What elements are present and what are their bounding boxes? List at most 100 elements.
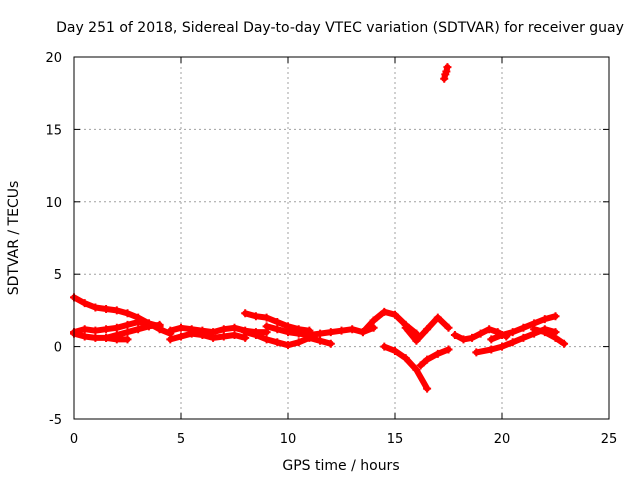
data-point [487,335,496,344]
y-tick-label: 15 [45,123,62,138]
data-point [487,345,496,354]
data-point [91,303,100,312]
data-point [540,328,549,337]
data-point [166,335,175,344]
data-point [241,328,250,337]
data-point [112,306,121,315]
data-point [112,323,121,332]
data-point [155,320,164,329]
data-point [305,331,314,340]
data-point [294,329,303,338]
data-point [209,333,218,342]
data-point [476,329,485,338]
data-point [401,354,410,363]
x-tick-label: 15 [387,432,404,447]
data-point [530,325,539,334]
data-point [134,317,143,326]
data-point [284,341,292,350]
data-point [433,349,442,358]
data-point [273,317,282,326]
data-point [91,333,100,342]
data-point [241,309,250,318]
data-point [416,361,425,370]
data-point [198,331,207,340]
data-point [80,332,89,341]
data-point [123,335,132,344]
data-point [468,333,477,342]
data-point [230,323,239,332]
data-point [102,304,111,313]
data-point [123,309,132,318]
y-tick-label: 0 [54,341,62,356]
data-point [262,313,271,322]
data-point [540,315,549,324]
data-point [519,333,528,342]
data-point [80,325,89,334]
data-point [326,328,335,337]
chart-title: Day 251 of 2018, Sidereal Day-to-day VTE… [56,20,624,36]
data-point [284,328,292,337]
y-tick-label: 20 [45,51,62,66]
x-axis-label: GPS time / hours [282,458,399,474]
data-point [443,63,452,72]
data-point [380,307,389,316]
x-tick-label: 5 [177,432,185,447]
data-point [187,329,196,338]
y-tick-label: 5 [54,268,62,283]
series-line-track-18 [531,326,568,347]
data-point [412,365,421,374]
data-point [485,325,494,334]
data-point [112,331,121,340]
data-point [444,345,453,354]
data-point [423,325,432,334]
data-point [440,74,449,83]
data-point [391,346,399,355]
data-point [166,326,175,335]
y-axis-label: SDTVAR / TECUs [6,181,22,296]
data-point [251,312,260,321]
data-point [219,332,228,341]
data-point [442,67,451,76]
data-point [498,331,506,340]
data-point [348,325,357,334]
x-tick-label: 10 [280,432,297,447]
data-point [551,312,560,321]
data-point [262,335,271,344]
data-point [177,323,185,332]
x-tick-label: 0 [70,432,78,447]
data-point [80,299,89,308]
data-point [273,325,282,334]
axis-ticks: 0 5 10 15 20 25 -5 0 5 10 15 20 [45,51,617,447]
data-point [144,322,153,331]
x-tick-label: 20 [494,432,511,447]
data-point [560,339,569,348]
data-point [91,326,100,335]
data-series-layer [70,63,569,393]
data-point [391,310,399,319]
y-tick-label: -5 [49,413,62,428]
data-point [316,336,325,345]
data-point [519,323,528,332]
data-point [459,335,468,344]
data-point [450,331,459,340]
data-point [369,316,378,325]
data-point [358,328,367,337]
data-point [472,348,481,357]
x-tick-label: 25 [601,432,618,447]
data-point [423,355,432,364]
data-point [219,325,228,334]
data-point [380,342,389,351]
data-point [316,329,325,338]
data-point [423,384,432,393]
data-point [262,322,271,331]
data-point [123,320,132,329]
data-point [326,339,335,348]
grid [74,57,609,419]
data-point [134,325,143,334]
data-point [444,323,453,332]
data-point [102,333,111,342]
data-point [337,326,346,335]
plot-frame [73,56,610,420]
data-point [294,338,303,347]
data-point [102,325,111,334]
